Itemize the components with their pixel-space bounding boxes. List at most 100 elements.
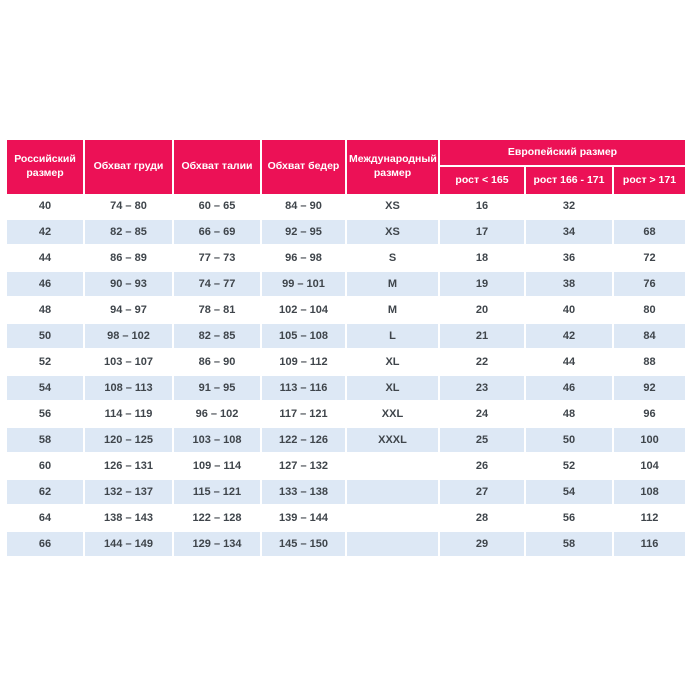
- header-height-166-171: рост 166 - 171: [526, 167, 614, 194]
- size-cell: 105 – 108: [262, 324, 347, 350]
- table-header: Российский размер Обхват груди Обхват та…: [7, 140, 686, 194]
- size-cell: 116: [614, 532, 686, 558]
- size-cell: 25: [440, 428, 526, 454]
- size-cell: 132 – 137: [85, 480, 174, 506]
- header-height-gt-171: рост > 171: [614, 167, 686, 194]
- table-row: 60 126 – 131 109 – 114 127 – 132 26 52 104: [7, 454, 686, 480]
- size-cell: 56: [526, 506, 614, 532]
- header-russian-size: Российский размер: [7, 140, 85, 194]
- size-cell: 102 – 104: [262, 298, 347, 324]
- size-cell: 58: [526, 532, 614, 558]
- size-cell: 122 – 126: [262, 428, 347, 454]
- size-cell: 46: [7, 272, 85, 298]
- size-cell: 86 – 89: [85, 246, 174, 272]
- size-cell: 16: [440, 194, 526, 220]
- size-cell: 126 – 131: [85, 454, 174, 480]
- size-cell: [347, 532, 440, 558]
- size-cell: 58: [7, 428, 85, 454]
- size-cell: 80: [614, 298, 686, 324]
- table-row: 56 114 – 119 96 – 102 117 – 121 XXL 24 48 96: [7, 402, 686, 428]
- size-cell: 60 – 65: [174, 194, 262, 220]
- size-cell: 108 – 113: [85, 376, 174, 402]
- header-international-size: Международный размер: [347, 140, 440, 194]
- size-cell: 96: [614, 402, 686, 428]
- size-cell: 91 – 95: [174, 376, 262, 402]
- size-cell: 92: [614, 376, 686, 402]
- size-cell: XXXL: [347, 428, 440, 454]
- header-hips: Обхват бедер: [262, 140, 347, 194]
- size-cell: 78 – 81: [174, 298, 262, 324]
- size-cell: 46: [526, 376, 614, 402]
- size-cell: XL: [347, 376, 440, 402]
- table-row: 50 98 – 102 82 – 85 105 – 108 L 21 42 84: [7, 324, 686, 350]
- size-cell: 120 – 125: [85, 428, 174, 454]
- size-cell: 42: [7, 220, 85, 246]
- size-cell: 88: [614, 350, 686, 376]
- size-cell: L: [347, 324, 440, 350]
- table-row: 64 138 – 143 122 – 128 139 – 144 28 56 112: [7, 506, 686, 532]
- size-cell: 96 – 102: [174, 402, 262, 428]
- table-row: 48 94 – 97 78 – 81 102 – 104 M 20 40 80: [7, 298, 686, 324]
- size-cell: 112: [614, 506, 686, 532]
- size-cell: 56: [7, 402, 85, 428]
- header-chest: Обхват груди: [85, 140, 174, 194]
- size-cell: 133 – 138: [262, 480, 347, 506]
- size-cell: 40: [7, 194, 85, 220]
- size-cell: 138 – 143: [85, 506, 174, 532]
- size-cell: 27: [440, 480, 526, 506]
- size-cell: 50: [526, 428, 614, 454]
- table-row: 44 86 – 89 77 – 73 96 – 98 S 18 36 72: [7, 246, 686, 272]
- size-cell: 103 – 108: [174, 428, 262, 454]
- size-cell: 23: [440, 376, 526, 402]
- header-row-sub: рост < 165 рост 166 - 171 рост > 171: [7, 167, 686, 194]
- size-cell: 84: [614, 324, 686, 350]
- size-cell: 66: [7, 532, 85, 558]
- size-cell: 103 – 107: [85, 350, 174, 376]
- size-cell: 113 – 116: [262, 376, 347, 402]
- size-cell: 127 – 132: [262, 454, 347, 480]
- size-cell: 92 – 95: [262, 220, 347, 246]
- size-cell: 96 – 98: [262, 246, 347, 272]
- size-cell: 60: [7, 454, 85, 480]
- header-waist: Обхват талии: [174, 140, 262, 194]
- header-height-lt-165: рост < 165: [440, 167, 526, 194]
- size-cell: 82 – 85: [174, 324, 262, 350]
- size-cell: 139 – 144: [262, 506, 347, 532]
- size-cell: 76: [614, 272, 686, 298]
- size-cell: 17: [440, 220, 526, 246]
- size-cell: S: [347, 246, 440, 272]
- size-cell: 26: [440, 454, 526, 480]
- size-cell: 94 – 97: [85, 298, 174, 324]
- size-cell: 29: [440, 532, 526, 558]
- size-cell: 36: [526, 246, 614, 272]
- size-cell: 99 – 101: [262, 272, 347, 298]
- size-cell: XS: [347, 194, 440, 220]
- size-cell: 129 – 134: [174, 532, 262, 558]
- size-cell: 117 – 121: [262, 402, 347, 428]
- size-cell: 77 – 73: [174, 246, 262, 272]
- size-cell: 54: [526, 480, 614, 506]
- size-cell: 122 – 128: [174, 506, 262, 532]
- size-cell: [347, 454, 440, 480]
- size-cell: 62: [7, 480, 85, 506]
- size-cell: 40: [526, 298, 614, 324]
- size-cell: 54: [7, 376, 85, 402]
- table-row: 62 132 – 137 115 – 121 133 – 138 27 54 108: [7, 480, 686, 506]
- size-cell: 114 – 119: [85, 402, 174, 428]
- header-row-top: Российский размер Обхват груди Обхват та…: [7, 140, 686, 194]
- size-cell: [614, 194, 686, 220]
- table-row: 40 74 – 80 60 – 65 84 – 90 XS 16 32: [7, 194, 686, 220]
- header-european-size-group: Европейский размер: [440, 140, 686, 167]
- size-cell: 104: [614, 454, 686, 480]
- size-cell: 68: [614, 220, 686, 246]
- size-cell: 90 – 93: [85, 272, 174, 298]
- size-cell: 50: [7, 324, 85, 350]
- size-cell: 18: [440, 246, 526, 272]
- size-cell: 72: [614, 246, 686, 272]
- size-cell: 100: [614, 428, 686, 454]
- size-cell: XS: [347, 220, 440, 246]
- table-row: 52 103 – 107 86 – 90 109 – 112 XL 22 44 88: [7, 350, 686, 376]
- size-cell: XXL: [347, 402, 440, 428]
- size-cell: 48: [526, 402, 614, 428]
- size-cell: 108: [614, 480, 686, 506]
